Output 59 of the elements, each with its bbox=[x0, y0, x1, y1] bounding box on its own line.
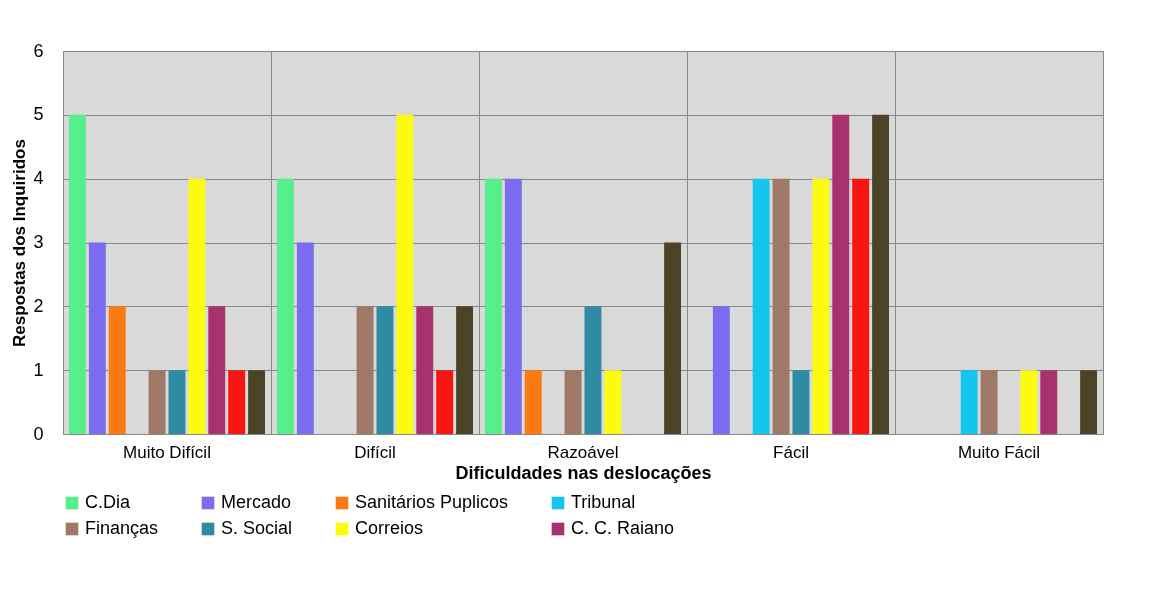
legend-label: S. Social bbox=[221, 518, 293, 538]
bar bbox=[752, 178, 770, 434]
legend-label: C. C. Raiano bbox=[571, 518, 675, 538]
y-tick-label: 3 bbox=[33, 232, 44, 252]
legend-label: Tribunal bbox=[571, 492, 636, 512]
bar bbox=[456, 306, 474, 434]
bar bbox=[960, 370, 978, 434]
bar bbox=[396, 114, 414, 434]
legend-label: Sanitários Puplicos bbox=[355, 492, 509, 512]
y-tick-label: 6 bbox=[33, 40, 44, 61]
bar bbox=[416, 306, 434, 434]
bar bbox=[208, 306, 226, 434]
bar bbox=[228, 370, 246, 434]
bar bbox=[872, 114, 890, 434]
bar bbox=[504, 178, 522, 434]
x-tick-label: Muito Fácil bbox=[957, 442, 1041, 462]
x-tick-label: Difícil bbox=[354, 442, 396, 462]
bar bbox=[564, 370, 582, 434]
bar bbox=[812, 178, 830, 434]
legend-label: Correios bbox=[355, 518, 424, 538]
bar bbox=[712, 306, 730, 434]
bar bbox=[1020, 370, 1038, 434]
bar bbox=[188, 178, 206, 434]
y-tick-label: 5 bbox=[33, 104, 44, 125]
bar bbox=[832, 114, 850, 434]
bar bbox=[980, 370, 998, 434]
bar bbox=[108, 306, 126, 434]
legend-label: C.Dia bbox=[85, 492, 131, 512]
x-tick-label: Razoável bbox=[547, 442, 619, 462]
bar bbox=[148, 370, 166, 434]
x-axis-title: Dificuldades nas deslocações bbox=[455, 462, 712, 483]
bar bbox=[376, 306, 394, 434]
x-tick-label: Muito Difícil bbox=[123, 442, 211, 462]
legend-label: Finanças bbox=[85, 518, 159, 538]
bar bbox=[604, 370, 622, 434]
bar bbox=[68, 114, 86, 434]
bar bbox=[88, 242, 106, 434]
bar bbox=[356, 306, 374, 434]
bar bbox=[1080, 370, 1098, 434]
bar bbox=[1040, 370, 1058, 434]
y-tick-label: 4 bbox=[33, 168, 44, 189]
bar bbox=[436, 370, 454, 434]
bar bbox=[296, 242, 314, 434]
bar bbox=[584, 306, 602, 434]
legend-label: Mercado bbox=[221, 492, 292, 512]
bar bbox=[248, 370, 266, 434]
bar bbox=[664, 242, 682, 434]
y-axis-title: Respostas dos Inquiridos bbox=[10, 139, 30, 347]
bar bbox=[772, 178, 790, 434]
y-tick-label: 2 bbox=[33, 295, 44, 316]
bar bbox=[484, 178, 502, 434]
y-tick-label: 0 bbox=[33, 423, 44, 444]
bar bbox=[276, 178, 294, 434]
bar bbox=[792, 370, 810, 434]
bar bbox=[168, 370, 186, 434]
bar bbox=[852, 178, 870, 434]
bar bbox=[524, 370, 542, 434]
x-tick-label: Fácil bbox=[773, 442, 809, 462]
y-tick-label: 1 bbox=[33, 359, 44, 380]
